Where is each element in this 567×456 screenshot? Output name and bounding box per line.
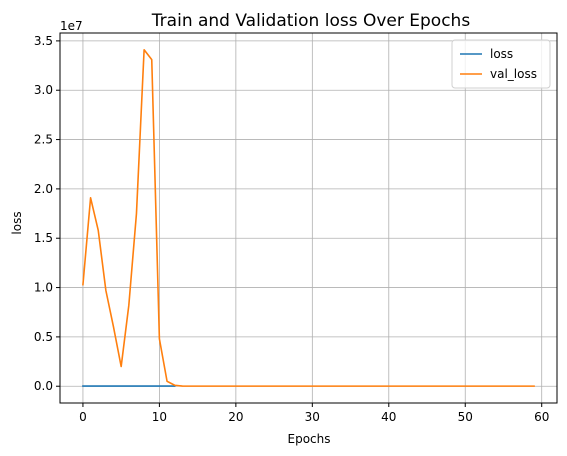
series-layer (82, 48, 535, 387)
legend-box (451, 39, 551, 89)
y-tick-label: 1.5 (34, 231, 53, 245)
y-tick-label: 2.5 (34, 133, 53, 147)
series-line-val-loss (82, 48, 535, 387)
x-tick-label: 40 (381, 410, 396, 424)
x-tick-label: 0 (79, 410, 87, 424)
legend-label-loss: loss (490, 47, 513, 61)
y-tick-label: 1.0 (34, 281, 53, 295)
x-tick-label: 50 (458, 410, 473, 424)
y-offset-text: 1e7 (60, 19, 83, 33)
x-tick-label: 30 (305, 410, 320, 424)
y-tick-label: 3.5 (34, 34, 53, 48)
x-tick-label: 60 (534, 410, 549, 424)
y-axis-label: loss (10, 211, 24, 234)
y-tick-label: 0.5 (34, 330, 53, 344)
legend-label-val-loss: val_loss (490, 67, 537, 81)
y-tick-label: 3.0 (34, 83, 53, 97)
x-tick-label: 10 (152, 410, 167, 424)
x-tick-label: 20 (228, 410, 243, 424)
plot-frame (59, 32, 558, 404)
chart-title: Train and Validation loss Over Epochs (151, 11, 471, 31)
legend: loss val_loss (451, 39, 551, 89)
x-axis-label: Epochs (288, 432, 331, 446)
y-tick-label: 2.0 (34, 182, 53, 196)
tick-layer: 0 10 20 30 40 50 60 0.0 0.5 1.0 1.5 2.0 2.5 3.0 3.5 (34, 34, 549, 424)
y-tick-label: 0.0 (34, 379, 53, 393)
